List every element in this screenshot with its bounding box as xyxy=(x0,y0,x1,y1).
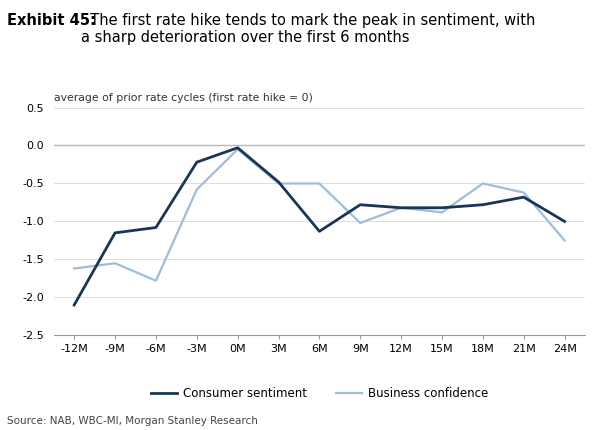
Text: Source: NAB, WBC-MI, Morgan Stanley Research: Source: NAB, WBC-MI, Morgan Stanley Rese… xyxy=(7,416,258,426)
Text: Exhibit 45:: Exhibit 45: xyxy=(7,13,96,28)
Legend: Consumer sentiment, Business confidence: Consumer sentiment, Business confidence xyxy=(146,382,493,405)
Text: average of prior rate cycles (first rate hike = 0): average of prior rate cycles (first rate… xyxy=(54,93,313,103)
Text: The first rate hike tends to mark the peak in sentiment, with
a sharp deteriorat: The first rate hike tends to mark the pe… xyxy=(81,13,535,45)
